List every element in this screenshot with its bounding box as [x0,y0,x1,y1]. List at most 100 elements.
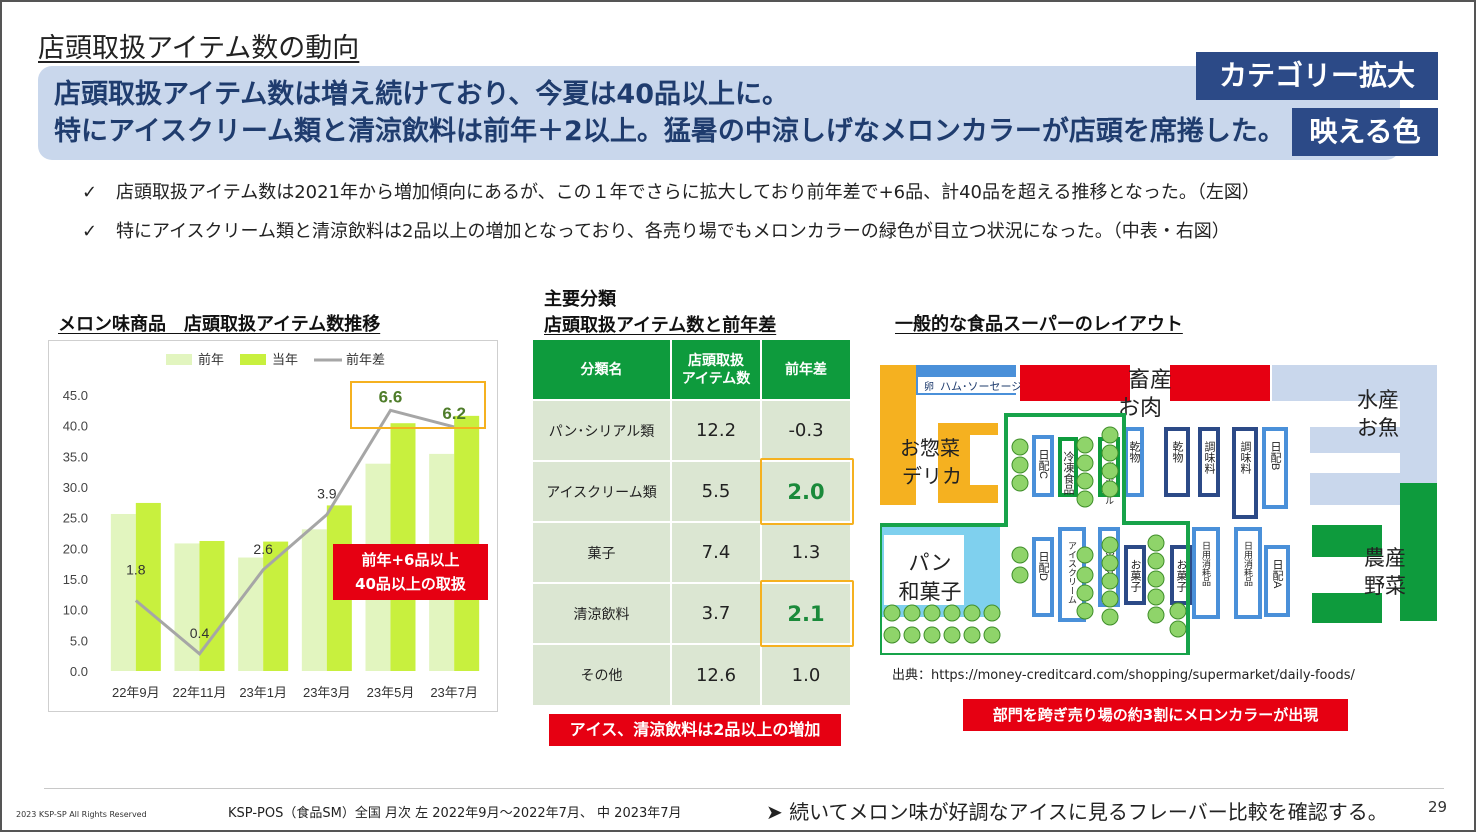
table-section-title-1: 主要分類 [544,289,616,310]
photogenic-color-tag: 映える色 [1292,108,1438,156]
melon-item-dot [983,626,1001,644]
melon-item-dot [1101,444,1119,462]
melon-item-dot [1147,534,1165,552]
veg-case-1 [1312,525,1382,557]
line-data-label: 6.2 [442,404,466,423]
table-cell-diff-value: 2.0 [787,479,825,504]
y-tick-label: 45.0 [63,388,88,403]
line-data-label: 1.8 [126,561,146,577]
melon-item-dot [1101,608,1119,626]
seasoning-1-label-bg [1202,431,1216,493]
x-tick-label: 23年1月 [239,685,287,700]
table-note: アイス、清涼飲料は2品以上の増加 [549,714,841,746]
chart-section-title: メロン味商品 店頭取扱アイテム数推移 [58,314,381,335]
table-header-diff: 前年差 [761,340,852,400]
page-number: 29 [1428,798,1448,816]
item-count-chart: 45.0 40.0 35.0 30.0 25.0 20.0 15.0 10.0 5.0 0.0 22… [63,352,486,700]
x-tick-label: 22年11月 [173,685,227,700]
table-row: アイスクリーム類 5.5 2.0 [533,458,854,525]
table-cell-diff: -0.3 [761,399,852,461]
next-summary: ➤ 続いてメロン味が好調なアイスに見るフレーバー比較を確認する。 [766,800,1388,824]
table-cell-diff: 2.0 [760,458,854,525]
bullet-2: ✓ 特にアイスクリーム類と清涼飲料は2品以上の増加となっており、各売り場でもメロン… [82,217,1230,243]
melon-item-dot [983,604,1001,622]
melon-item-dot [963,626,981,644]
line-data-label: 3.9 [317,486,337,502]
seasoning-1-label: 調味料 [1203,440,1216,475]
melon-item-dot [1076,566,1094,584]
table-cell-category: 清涼飲料 [533,582,672,644]
legend-label: 前年差 [346,352,385,367]
table-section-title-2: 店頭取扱アイテム数と前年差 [544,315,777,336]
melon-item-dot [1169,602,1187,620]
y-tick-label: 10.0 [63,603,88,618]
table-cell-diff-value: -0.3 [788,420,824,441]
bullet-1-text: 店頭取扱アイテム数は2021年から増加傾向にあるが、この１年でさらに拡大しており… [116,182,1260,203]
bread-label-1: パン [908,552,951,575]
table-header-category: 分類名 [533,340,672,400]
meat-red-right [1170,365,1270,401]
y-tick-label: 25.0 [63,511,88,526]
daily-a-label: 日配A [1271,559,1284,589]
melon-item-dot [1101,536,1119,554]
y-tick-label: 30.0 [63,480,88,495]
fish-side [1400,365,1437,483]
line-data-label: 0.4 [190,625,210,641]
melon-item-dot [923,626,941,644]
bar-prev [301,529,327,671]
meat-label-1: 畜産 [1128,367,1172,392]
snack-2-label-bg [1174,549,1188,601]
bullet-2-text: 特にアイスクリーム類と清涼飲料は2品以上の増加となっており、各売り場でもメロンカ… [116,221,1230,242]
fish-case-1 [1310,427,1400,453]
table-cell-count: 3.7 [671,582,762,644]
chart-callout-line-1: 前年+6品以上 [361,551,460,569]
x-tick-label: 23年3月 [303,685,351,700]
fish-label-2: お魚 [1357,417,1399,440]
lead-line-1: 店頭取扱アイテム数は増え続けており、今夏は40品以上に。 [54,79,789,110]
bar-curr [199,540,225,671]
lead-box [38,66,1400,160]
table-cell-diff-value: 1.3 [791,542,821,563]
table-cell-diff: 1.0 [761,643,852,705]
melon-item-dot [1011,474,1029,492]
chart-callout: 前年+6品以上 40品以上の取扱 [333,544,488,600]
y-tick-label: 15.0 [63,572,88,587]
dry-goods-2-label-bg [1168,431,1186,493]
melon-item-dot [1169,620,1187,638]
daily-b-label-bg [1266,431,1284,505]
snack-1-label-bg [1128,549,1142,601]
melon-item-dot [1101,554,1119,572]
highlight-box [760,580,854,647]
table-cell-category: パン･シリアル類 [533,399,672,461]
frozen-label: 冷凍食品 [1062,451,1075,495]
melon-item-dot [1076,546,1094,564]
snack-2-label: お菓子 [1175,559,1188,592]
daily-c-label-bg [1036,439,1050,493]
fish-label-1: 水産 [1357,389,1399,412]
y-tick-label: 40.0 [63,419,88,434]
table-cell-count: 12.2 [671,399,762,461]
copyright: 2023 KSP-SP All Rights Reserved [16,810,147,819]
daily-a-label-bg [1268,549,1286,613]
table-cell-category: 菓子 [533,521,672,583]
table-row: その他 12.6 1.0 [533,643,852,705]
table-header-count: 店頭取扱 アイテム数 [671,340,762,400]
check-icon: ✓ [82,221,98,242]
melon-item-dot [1076,436,1094,454]
ice-cream-label: アイスクリーム [1067,541,1077,604]
store-layout-diagram: 卵 ハム･ソーセージ 畜産 お肉 水産 お魚 お惣菜 デリカ パン 和菓子 日配… [880,365,1437,655]
melon-item-dot [883,626,901,644]
melon-item-dot [903,626,921,644]
layout-note: 部門を跨ぎ売り場の約3割にメロンカラーが出現 [963,699,1348,731]
lead-text: 店頭取扱アイテム数は増え続けており、今夏は40品以上に。 特にアイスクリーム類と… [54,76,1285,150]
melon-item-dot [1076,584,1094,602]
line-data-label: 6.6 [379,387,403,406]
melon-item-dot [903,604,921,622]
snack-1-label: お菓子 [1129,559,1142,592]
bar-curr [263,541,289,671]
melon-item-dot [1101,480,1119,498]
y-tick-label: 0.0 [70,664,88,679]
deli-cutout [970,435,998,485]
legend-swatch [166,354,192,365]
